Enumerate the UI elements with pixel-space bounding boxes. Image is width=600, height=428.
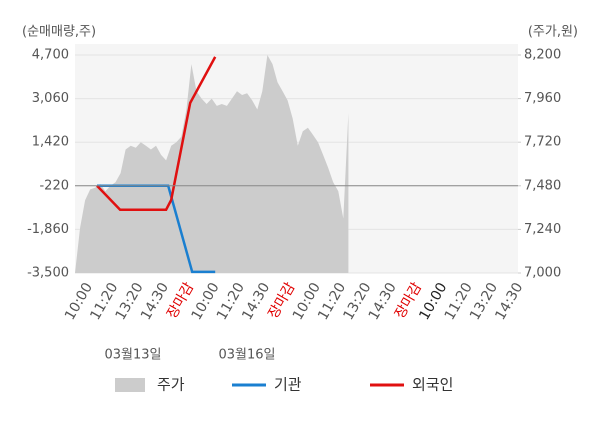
y2-tick-label: 7,000 xyxy=(524,266,561,281)
series-line xyxy=(96,56,217,211)
y-tick-label: -1,860 xyxy=(27,222,69,237)
y-tick-label: 3,060 xyxy=(32,91,69,106)
y-tick-label: 1,420 xyxy=(32,135,69,150)
date-label: 03월13일 xyxy=(104,348,161,363)
legend-label: 외국인 xyxy=(412,376,453,394)
date-label: 03월16일 xyxy=(218,348,275,363)
y2-tick-label: 7,960 xyxy=(524,91,561,106)
y-tick-label: 4,700 xyxy=(32,48,69,63)
y2-tick-label: 7,480 xyxy=(524,178,561,193)
y2-tick-label: 7,240 xyxy=(524,222,561,237)
price-area xyxy=(75,55,349,273)
legend-swatch xyxy=(115,378,145,392)
y2-axis-label: (주가,원) xyxy=(528,25,578,40)
y-tick-label: -220 xyxy=(39,178,69,193)
legend-label: 주가 xyxy=(157,376,185,394)
y2-tick-label: 8,200 xyxy=(524,48,561,63)
y-tick-label: -3,500 xyxy=(27,266,69,281)
y-axis-label: (순매매량,주) xyxy=(22,25,96,40)
legend-label: 기관 xyxy=(274,376,302,394)
y2-tick-label: 7,720 xyxy=(524,135,561,150)
